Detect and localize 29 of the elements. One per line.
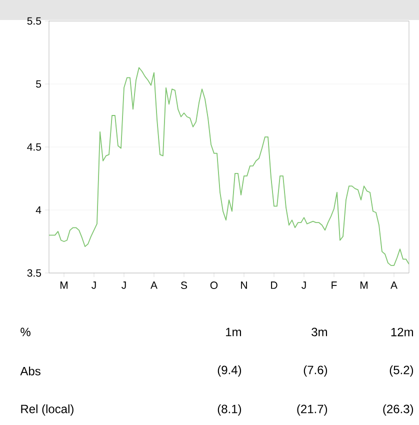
y-tick-label: 4.5	[27, 143, 42, 151]
x-tick-label: J	[122, 282, 126, 289]
x-tick-label: A	[390, 282, 398, 289]
text: Abs	[20, 366, 40, 376]
x-tick-label: M	[60, 282, 68, 289]
text: (21.7)	[297, 404, 328, 416]
x-tick-label: N	[241, 282, 247, 289]
text: 3m	[312, 328, 328, 336]
text: 1m	[226, 328, 242, 336]
x-tick-label: M	[360, 282, 368, 289]
y-tick-label: 5	[36, 80, 42, 88]
text: 12m	[391, 328, 413, 336]
text: (26.3)	[383, 404, 414, 416]
x-tick-label: A	[150, 282, 158, 289]
y-tick-label: 3.5	[27, 269, 42, 277]
text: Rel (local)	[21, 404, 74, 416]
x-tick-label: J	[92, 282, 96, 289]
text: (8.1)	[218, 404, 242, 416]
x-tick-label: O	[210, 282, 218, 289]
x-tick-label: F	[332, 282, 337, 289]
text: (9.4)	[218, 365, 242, 377]
text: (7.6)	[304, 365, 328, 377]
x-tick-label: J	[302, 282, 306, 289]
text: %	[20, 328, 30, 336]
x-tick-label: D	[271, 282, 278, 289]
text: (5.2)	[390, 365, 414, 377]
y-tick-label: 5.5	[27, 17, 42, 25]
x-tick-label: S	[180, 282, 188, 289]
y-tick-label: 4	[36, 206, 42, 214]
